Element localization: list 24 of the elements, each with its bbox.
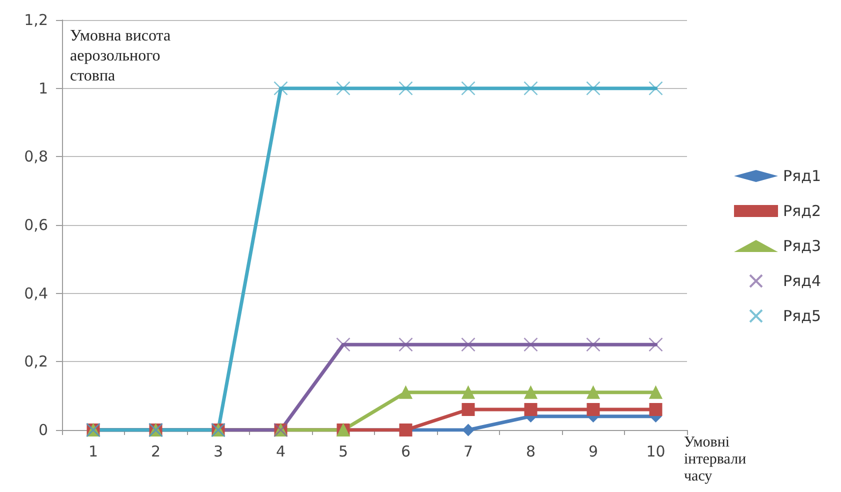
legend-label: Ряд1 (783, 167, 821, 185)
y-tick-label: 1,2 (24, 11, 48, 29)
x-tick-label: 2 (150, 442, 161, 460)
x-axis-title: Умовні інтервали часу (684, 434, 750, 484)
x-tick-label: 3 (213, 442, 224, 460)
legend-label: Ряд3 (783, 237, 821, 255)
x-tick-label: 5 (338, 442, 348, 460)
y-tick-label: 0,4 (24, 284, 48, 302)
y-axis-title: Умовна висота аерозольного стовпа (70, 28, 175, 84)
y-tick-label: 0,2 (24, 352, 48, 371)
legend-label: Ряд2 (783, 202, 821, 220)
x-tick-label: 7 (463, 442, 474, 460)
y-tick-label: 0 (38, 421, 48, 439)
y-tick-label: 0,6 (24, 216, 48, 234)
legend-label: Ряд4 (783, 272, 821, 290)
x-tick-label: 9 (588, 442, 598, 460)
x-tick-label: 10 (646, 442, 666, 460)
y-tick-label: 1 (38, 79, 48, 98)
x-tick-label: 6 (400, 442, 411, 460)
x-tick-label: 1 (88, 442, 98, 460)
legend-label: Ряд5 (783, 307, 821, 325)
y-tick-label: 0,8 (24, 148, 48, 166)
x-tick-label: 8 (526, 442, 536, 460)
x-tick-label: 4 (276, 442, 286, 460)
